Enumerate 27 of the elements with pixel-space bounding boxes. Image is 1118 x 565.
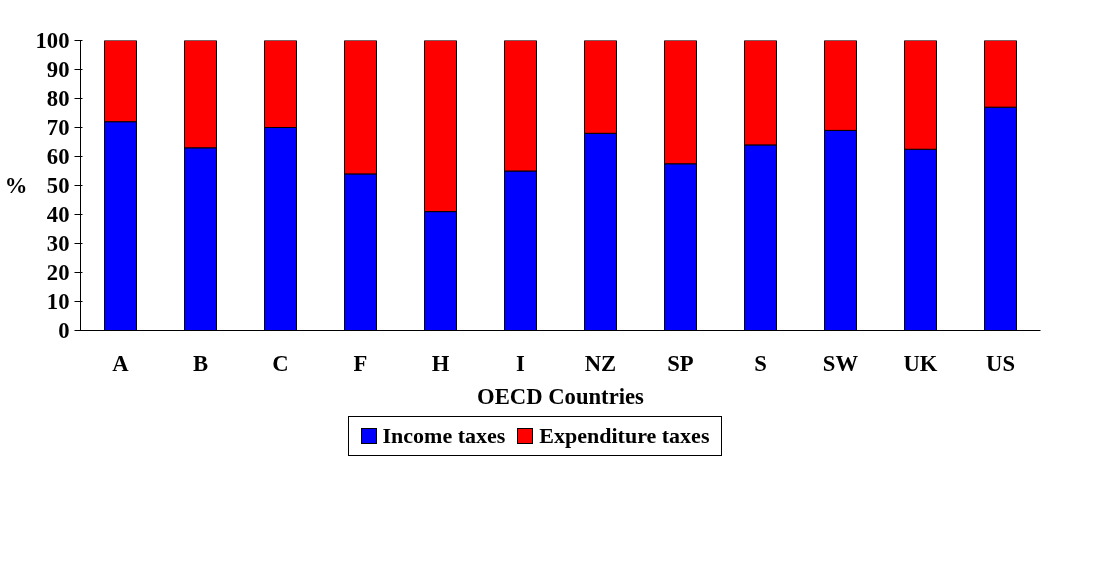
x-tick-label: C (272, 350, 289, 376)
y-tick-label: 80 (46, 86, 70, 111)
x-tick-label: H (431, 350, 450, 376)
y-tick-label: 40 (46, 202, 70, 227)
x-tick-label: F (353, 350, 368, 376)
x-axis-title: OECD Countries (477, 383, 645, 409)
x-tick-label: A (112, 350, 130, 376)
x-tick-label: B (192, 350, 209, 376)
legend-label: Expenditure taxes (539, 422, 710, 450)
x-tick-label: NZ (584, 350, 617, 376)
x-tick-label: US (986, 350, 1015, 376)
y-tick-label: 100 (35, 28, 70, 53)
x-tick-label: S (754, 350, 767, 376)
y-tick-label: 60 (46, 144, 70, 169)
y-tick-label: 90 (46, 57, 70, 82)
y-tick-label: 10 (46, 289, 70, 314)
x-tick-label: UK (903, 350, 938, 376)
y-tick-label: 0 (58, 318, 70, 343)
y-tick-label: 20 (46, 260, 70, 285)
y-axis-title: % (4, 173, 28, 198)
legend-label: Income taxes (382, 422, 506, 450)
y-tick-label: 30 (46, 231, 70, 256)
y-tick-label: 50 (46, 173, 70, 198)
y-tick-label: 70 (46, 115, 70, 140)
x-tick-label: SP (667, 350, 694, 376)
x-tick-label: SW (822, 350, 859, 376)
x-tick-label: I (516, 350, 526, 376)
